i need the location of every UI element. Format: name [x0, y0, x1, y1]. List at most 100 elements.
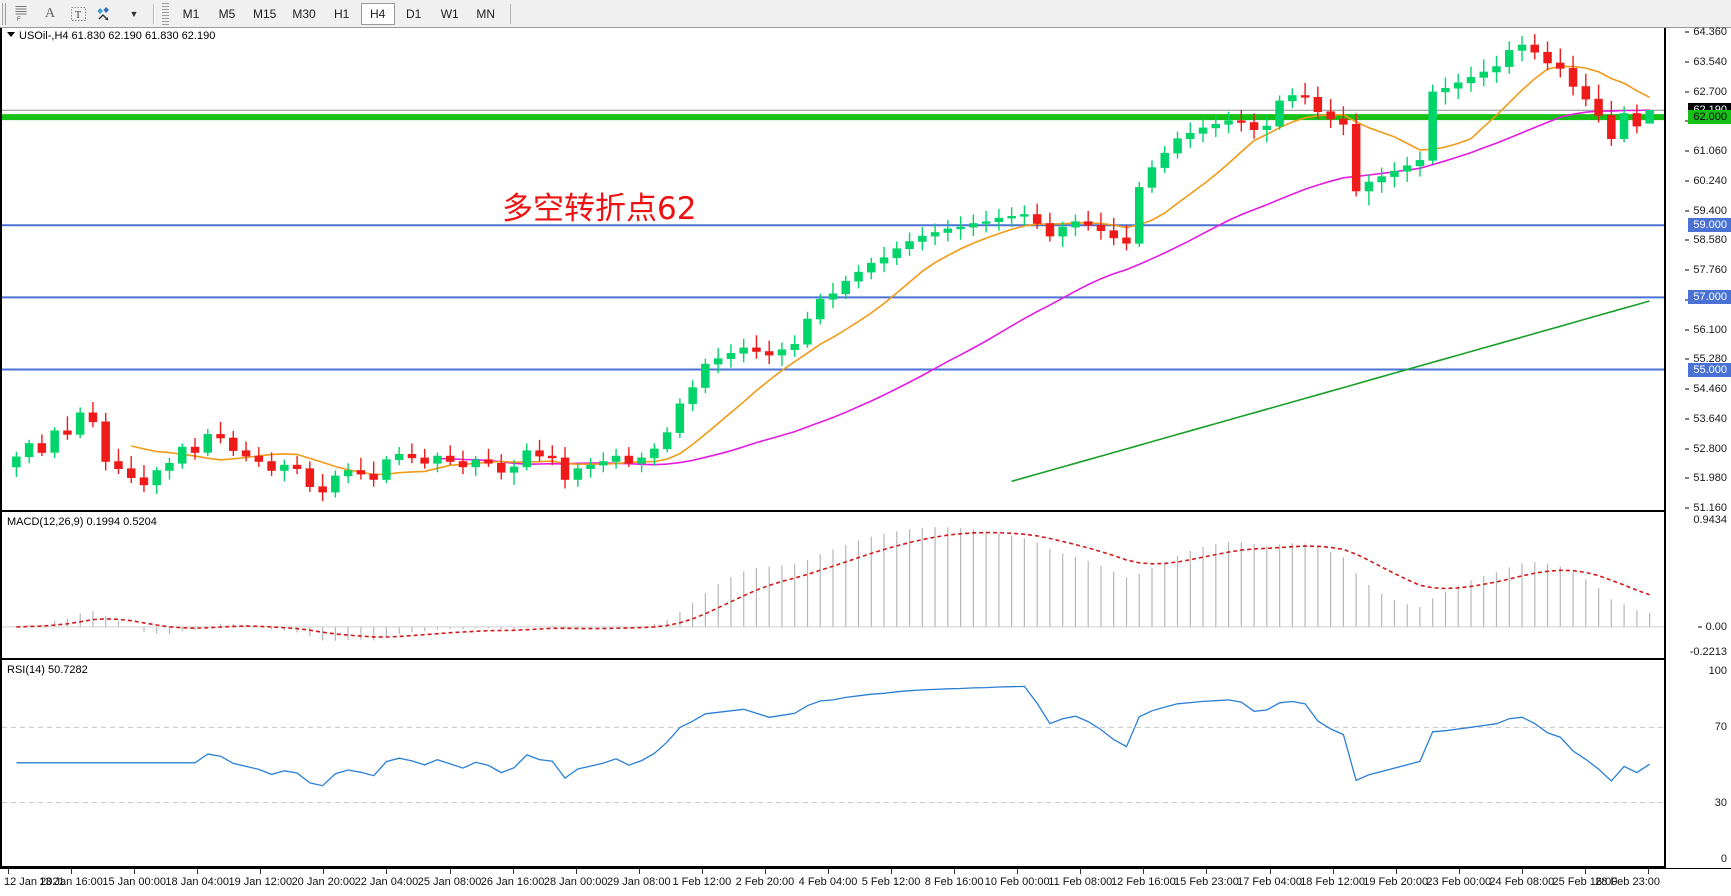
time-tick-mark — [260, 869, 262, 874]
time-tick-mark — [1269, 869, 1271, 874]
time-tick-label: 25 Jan 08:00 — [417, 876, 482, 888]
price-tick-label: 61.060 — [1685, 145, 1727, 157]
symbol-header[interactable]: USOil-,H4 61.830 62.190 61.830 62.190 — [7, 30, 215, 42]
time-tick-mark — [134, 869, 136, 874]
price-level-tag[interactable]: 62.000 — [1688, 110, 1731, 125]
price-tick-label: 52.800 — [1685, 443, 1727, 455]
time-tick-mark — [701, 869, 703, 874]
macd-tick-label: 0.00 — [1697, 621, 1727, 633]
price-tick-label: 59.400 — [1685, 205, 1727, 217]
time-tick-label: 23 Feb 00:00 — [1426, 876, 1492, 888]
price-candles-svg — [2, 34, 1664, 502]
price-tick-label: 63.540 — [1685, 56, 1727, 68]
time-tick-label: 20 Jan 20:00 — [291, 876, 356, 888]
time-tick-label: 5 Feb 12:00 — [861, 876, 921, 888]
price-level-tag[interactable]: 57.000 — [1688, 290, 1731, 305]
time-tick-label: 13 Jan 16:00 — [39, 876, 103, 888]
macd-pane[interactable]: MACD(12,26,9) 0.1994 0.5204 — [2, 514, 1664, 660]
time-tick-label: 11 Feb 08:00 — [1048, 876, 1113, 888]
price-tick-label: 57.760 — [1685, 264, 1727, 276]
macd-tick-label: -0.2213 — [1689, 646, 1727, 658]
macd-tick-label: 0.9434 — [1693, 514, 1727, 526]
chart-annotation-text: 多空转折点62 — [502, 191, 697, 227]
time-tick-label: 12 Feb 16:00 — [1110, 876, 1176, 888]
timeframe-toolbar-handle[interactable] — [162, 2, 169, 25]
time-tick-mark — [323, 869, 325, 874]
time-tick-mark — [71, 869, 73, 874]
price-tick-label: 55.280 — [1685, 353, 1727, 365]
time-tick-mark — [197, 869, 199, 874]
macd-header: MACD(12,26,9) 0.1994 0.5204 — [7, 516, 157, 528]
toolbar-drag-handle[interactable] — [1, 2, 8, 25]
time-tick-mark — [449, 869, 451, 874]
time-tick-mark — [764, 869, 766, 874]
timeframe-h4[interactable]: H4 — [360, 2, 395, 25]
text-box-icon[interactable]: T — [65, 2, 91, 26]
time-tick-mark — [1584, 869, 1586, 874]
rsi-tick-label: 70 — [1714, 721, 1727, 734]
time-tick-label: 18 Jan 04:00 — [165, 876, 230, 888]
svg-text:T: T — [75, 10, 81, 21]
time-tick-mark — [954, 869, 956, 874]
time-tick-label: 4 Feb 04:00 — [798, 876, 858, 888]
price-pane[interactable]: USOil-,H4 61.830 62.190 61.830 62.190 — [2, 28, 1664, 512]
price-tick-label: 62.700 — [1685, 86, 1727, 98]
time-tick-label: 25 Feb 16:00 — [1552, 876, 1618, 888]
main-toolbar: F A T ▼ M1 M5 M15 M30 — [0, 0, 1731, 28]
timeframe-m15[interactable]: M15 — [253, 6, 277, 21]
time-tick-label: 2 Feb 20:00 — [735, 876, 795, 888]
time-tick-label: 12 Jan 2021 — [4, 876, 65, 888]
time-tick-label: 15 Feb 23:00 — [1174, 876, 1239, 888]
time-tick-mark — [512, 869, 514, 874]
chart-plot-region[interactable]: USOil-,H4 61.830 62.190 61.830 62.190 MA… — [0, 28, 1665, 868]
time-tick-mark — [1648, 869, 1649, 874]
time-tick-label: 28 Jan 00:00 — [543, 876, 608, 888]
time-tick-label: 26 Jan 16:00 — [480, 876, 545, 888]
time-tick-mark — [1206, 869, 1208, 874]
time-tick-mark — [386, 869, 388, 874]
price-axis[interactable]: 64.36063.54062.70061.88061.06060.24059.4… — [1665, 26, 1731, 868]
price-level-tag[interactable]: 55.000 — [1688, 362, 1731, 377]
toolbar-separator — [153, 3, 155, 24]
timeframe-m5[interactable]: M5 — [218, 6, 236, 21]
timeframe-m1[interactable]: M1 — [182, 6, 200, 21]
time-tick-mark — [1521, 869, 1523, 874]
time-tick-label: 15 Jan 00:00 — [102, 876, 166, 888]
timeframe-h1[interactable]: H1 — [334, 6, 350, 21]
text-label-icon[interactable]: A — [44, 5, 56, 21]
rsi-svg — [2, 685, 1664, 804]
price-level-tag[interactable]: 59.000 — [1688, 218, 1731, 233]
time-tick-label: 24 Feb 08:00 — [1489, 876, 1555, 888]
time-tick-label: 1 Feb 12:00 — [672, 876, 732, 888]
rsi-tick-label: 100 — [1708, 665, 1727, 677]
collapse-caret-icon[interactable] — [7, 32, 15, 37]
time-tick-mark — [1017, 869, 1019, 874]
crosshair-cursor-icon[interactable]: F — [9, 2, 35, 26]
time-tick-label: 19 Jan 12:00 — [228, 876, 293, 888]
rsi-pane[interactable]: RSI(14) 50.7282 — [2, 662, 1664, 868]
timeframe-w1[interactable]: W1 — [440, 6, 459, 21]
time-tick-mark — [891, 869, 893, 874]
time-axis[interactable]: 12 Jan 2021 13 Jan 16:00 15 Jan 00:00 18 Ja… — [0, 868, 1731, 896]
rsi-tick-label: 30 — [1714, 796, 1727, 809]
time-tick-mark — [1395, 869, 1397, 874]
svg-text:F: F — [17, 17, 21, 22]
time-tick-mark — [828, 869, 829, 874]
price-tick-label: 54.460 — [1685, 383, 1727, 395]
timeframe-mn[interactable]: MN — [476, 6, 496, 21]
price-tick-label: 53.640 — [1685, 413, 1727, 425]
price-tick-label: 58.580 — [1685, 234, 1727, 246]
macd-svg — [2, 527, 1664, 641]
timeframe-m30[interactable]: M30 — [292, 6, 316, 21]
time-tick-mark — [575, 869, 577, 874]
timeframe-d1[interactable]: D1 — [406, 6, 422, 21]
price-tick-label: 60.240 — [1685, 175, 1727, 187]
time-tick-mark — [1458, 869, 1460, 874]
toolbar-filler — [509, 3, 1731, 24]
time-tick-label: 28 Feb 23:00 — [1595, 876, 1660, 888]
time-tick-label: 18 Feb 12:00 — [1300, 876, 1366, 888]
time-tick-mark — [1143, 869, 1145, 874]
shapes-icon[interactable] — [93, 2, 119, 26]
chevron-down-icon[interactable]: ▼ — [129, 8, 139, 19]
rsi-tick-label: 0 — [1720, 853, 1727, 865]
